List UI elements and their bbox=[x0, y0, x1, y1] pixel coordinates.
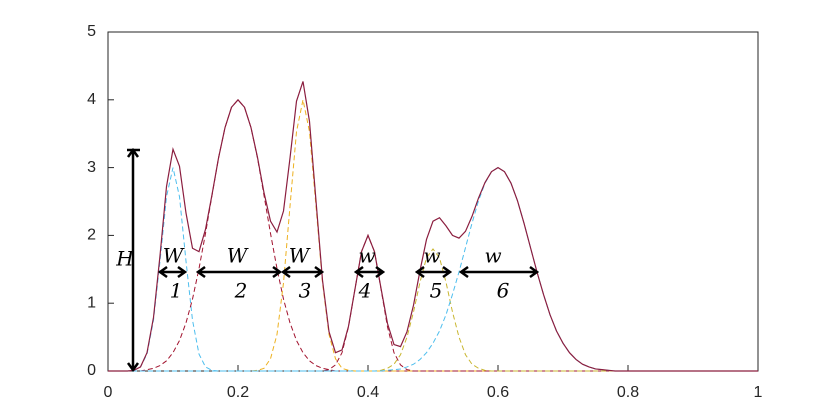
peak-number: 4 bbox=[358, 279, 372, 303]
height-arrow bbox=[126, 147, 140, 373]
width-label: W bbox=[163, 244, 185, 268]
component-line bbox=[108, 167, 758, 372]
width-arrow bbox=[195, 265, 283, 279]
width-arrow bbox=[280, 265, 325, 279]
y-tick-label: 3 bbox=[87, 159, 96, 176]
width-arrow bbox=[414, 265, 453, 279]
x-tick-label: 0.8 bbox=[617, 384, 639, 401]
peak-number: 2 bbox=[234, 279, 248, 303]
peak-number: 5 bbox=[430, 279, 443, 303]
peak-number: 6 bbox=[497, 279, 510, 303]
x-tick-label: 0.6 bbox=[487, 384, 509, 401]
width-label: w bbox=[484, 244, 501, 268]
plot-frame bbox=[107, 31, 759, 372]
x-tick-label: 0.2 bbox=[227, 384, 249, 401]
width-label: W bbox=[227, 244, 249, 268]
width-label: W bbox=[289, 244, 311, 268]
width-arrow bbox=[157, 265, 188, 279]
width-label: w bbox=[358, 244, 375, 268]
y-tick-label: 5 bbox=[87, 23, 96, 40]
width-arrow bbox=[458, 265, 540, 279]
peak-number: 3 bbox=[299, 279, 312, 303]
height-label: H bbox=[115, 247, 134, 271]
peak-number: 1 bbox=[170, 279, 183, 303]
width-label: w bbox=[423, 244, 440, 268]
x-tick-label: 0.4 bbox=[357, 384, 379, 401]
component-line bbox=[108, 99, 758, 372]
y-tick-label: 1 bbox=[87, 294, 96, 311]
x-tick-label: 1 bbox=[754, 384, 763, 401]
component-line bbox=[108, 167, 758, 372]
width-arrow bbox=[353, 265, 386, 279]
y-tick-label: 4 bbox=[87, 91, 96, 108]
y-tick-label: 0 bbox=[87, 362, 96, 379]
x-tick-label: 0 bbox=[104, 384, 113, 401]
total-line bbox=[108, 81, 758, 372]
y-tick-label: 2 bbox=[87, 227, 96, 244]
